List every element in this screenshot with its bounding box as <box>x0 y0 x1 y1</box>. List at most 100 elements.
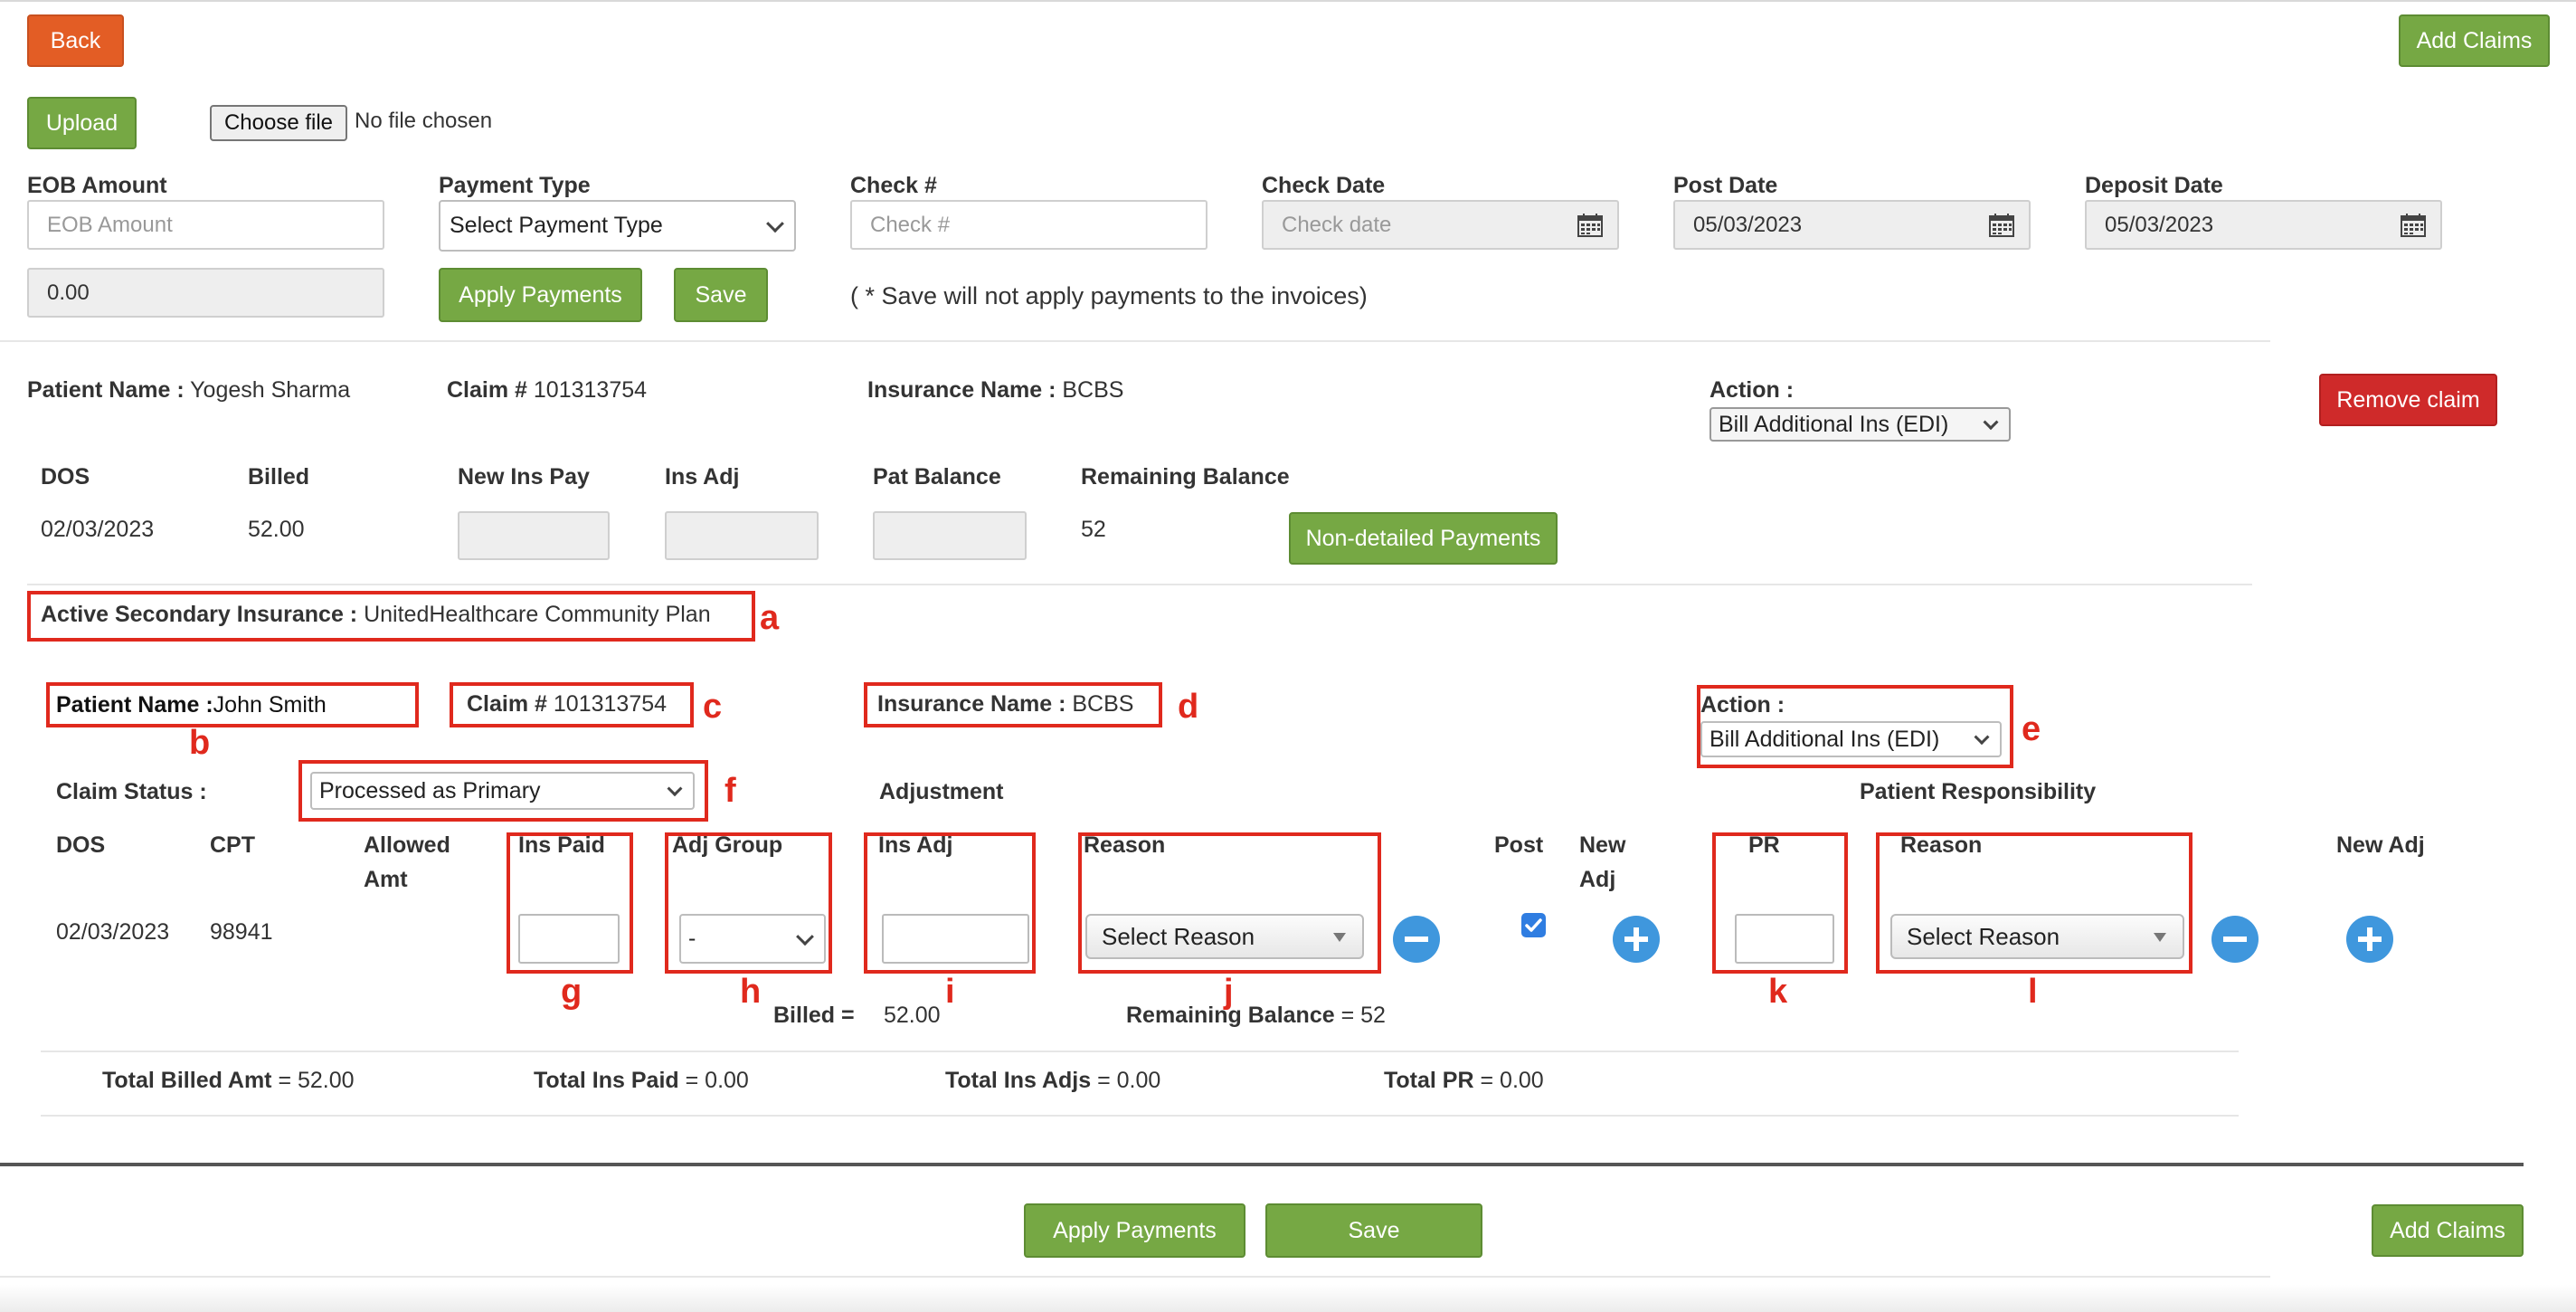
minus-icon <box>1405 936 1428 942</box>
claim1-row-dos: 02/03/2023 <box>41 517 155 542</box>
eob-amount-input[interactable]: EOB Amount <box>27 200 384 250</box>
annotation-box-j <box>1078 832 1381 974</box>
post-date-value: 05/03/2023 <box>1693 213 1803 237</box>
claim1-action-select[interactable]: Bill Additional Ins (EDI) <box>1709 407 2011 442</box>
secondary-action-label: Action : <box>1700 692 1785 718</box>
top-border <box>0 0 2576 2</box>
adj-group-select[interactable]: - <box>679 914 826 964</box>
chevron-down-icon <box>1974 729 1990 746</box>
ins-adj-input[interactable] <box>882 914 1029 964</box>
active-secondary-value: UnitedHealthcare Community Plan <box>364 602 711 627</box>
post-date-label: Post Date <box>1673 173 1778 198</box>
divider <box>27 584 2252 585</box>
check-date-placeholder: Check date <box>1282 213 1392 237</box>
secondary-patient-name: Patient Name :John Smith <box>56 692 327 718</box>
claim1-claim-number: Claim # 101313754 <box>447 377 647 404</box>
billed-label: Billed = <box>773 1003 855 1028</box>
remaining-balance-value: = 52 <box>1340 1003 1386 1028</box>
chevron-down-icon <box>667 781 683 797</box>
save-button-top[interactable]: Save <box>674 268 768 322</box>
annotation-box-a <box>27 591 755 642</box>
total-ins-adjs: Total Ins Adjs = 0.00 <box>945 1068 1160 1094</box>
claim-value: 101313754 <box>533 377 648 403</box>
annotation-label-c: c <box>703 688 723 726</box>
post-date-input[interactable]: 05/03/2023 <box>1673 200 2031 250</box>
annotation-label-i: i <box>945 973 955 1011</box>
upload-button[interactable]: Upload <box>27 97 137 149</box>
pr-reason-select[interactable]: Select Reason <box>1890 914 2184 959</box>
total-ins-adjs-label: Total Ins Adjs <box>945 1068 1092 1093</box>
save-button-bottom[interactable]: Save <box>1265 1203 1482 1258</box>
add-claims-button-bottom[interactable]: Add Claims <box>2372 1204 2524 1257</box>
remove-pr-adjustment-button[interactable] <box>2211 916 2259 963</box>
insurance-label: Insurance Name : <box>877 691 1066 717</box>
apply-payments-button-top[interactable]: Apply Payments <box>439 268 642 322</box>
reason-value: Select Reason <box>1102 923 1255 950</box>
calendar-icon[interactable] <box>1577 213 1603 237</box>
active-secondary-insurance: Active Secondary Insurance : UnitedHealt… <box>41 602 711 628</box>
calendar-icon[interactable] <box>2401 213 2426 237</box>
deposit-date-label: Deposit Date <box>2085 173 2223 198</box>
col-pat-balance: Pat Balance <box>873 464 1001 490</box>
pr-reason-value: Select Reason <box>1907 923 2060 950</box>
annotation-label-f: f <box>724 772 736 810</box>
col-adj-group: Adj Group <box>672 832 783 858</box>
col-allowed-amt-2: Amt <box>364 867 408 892</box>
col-reason: Reason <box>1084 832 1166 858</box>
caret-down-icon <box>1333 933 1346 942</box>
col-billed: Billed <box>248 464 310 490</box>
apply-payments-button-bottom[interactable]: Apply Payments <box>1024 1203 1245 1258</box>
col-allowed-amt-1: Allowed <box>364 832 450 858</box>
col-ins-adj: Ins Adj <box>878 832 953 858</box>
section-separator <box>0 1163 2524 1166</box>
col-pr: PR <box>1748 832 1780 858</box>
claim-label: Claim # <box>447 377 527 403</box>
payment-type-select[interactable]: Select Payment Type <box>439 200 796 252</box>
non-detailed-payments-button[interactable]: Non-detailed Payments <box>1289 512 1558 565</box>
patient-name-value: Yogesh Sharma <box>190 377 351 403</box>
add-adjustment-button[interactable] <box>1613 916 1660 963</box>
post-checkbox[interactable] <box>1521 913 1546 937</box>
col-reason-pr: Reason <box>1900 832 1983 858</box>
pr-input[interactable] <box>1735 914 1834 964</box>
calendar-icon[interactable] <box>1989 213 2014 237</box>
col-new-adj-right: New Adj <box>2336 832 2425 858</box>
annotation-label-h: h <box>740 973 762 1011</box>
ins-adj-input[interactable] <box>665 511 819 560</box>
back-button[interactable]: Back <box>27 14 124 67</box>
col-post: Post <box>1494 832 1544 858</box>
col-ins-paid: Ins Paid <box>518 832 605 858</box>
claim-value: 101313754 <box>553 691 668 717</box>
payment-type-label: Payment Type <box>439 173 591 198</box>
remaining-balance: Remaining Balance = 52 <box>1126 1003 1386 1029</box>
insurance-value: BCBS <box>1062 377 1124 403</box>
divider <box>41 1051 2239 1052</box>
col-new-ins-pay: New Ins Pay <box>458 464 590 490</box>
pat-balance-input[interactable] <box>873 511 1027 560</box>
adjustment-label: Adjustment <box>879 779 1004 804</box>
annotation-box-g <box>507 832 633 974</box>
insurance-label: Insurance Name : <box>867 377 1056 403</box>
divider <box>0 1276 2270 1278</box>
check-number-input[interactable]: Check # <box>850 200 1208 250</box>
add-pr-adjustment-button[interactable] <box>2346 916 2393 963</box>
new-ins-pay-input[interactable] <box>458 511 610 560</box>
check-date-input[interactable]: Check date <box>1262 200 1619 250</box>
deposit-date-input[interactable]: 05/03/2023 <box>2085 200 2442 250</box>
total-billed-value: = 52.00 <box>278 1068 355 1093</box>
claim-status-select[interactable]: Processed as Primary <box>310 772 695 810</box>
secondary-action-select[interactable]: Bill Additional Ins (EDI) <box>1700 721 2002 757</box>
annotation-label-a: a <box>760 599 780 637</box>
remove-adjustment-button[interactable] <box>1393 916 1440 963</box>
reason-select[interactable]: Select Reason <box>1085 914 1364 959</box>
col-remaining-balance: Remaining Balance <box>1081 464 1290 490</box>
remove-claim-button[interactable]: Remove claim <box>2319 374 2497 426</box>
minus-icon <box>2223 936 2247 942</box>
secondary-row-dos: 02/03/2023 <box>56 919 170 945</box>
billed-value: 52.00 <box>884 1003 941 1028</box>
add-claims-button-top[interactable]: Add Claims <box>2399 14 2550 67</box>
annotation-label-d: d <box>1178 688 1199 726</box>
chevron-down-icon <box>766 214 784 233</box>
ins-paid-input[interactable] <box>518 914 620 964</box>
choose-file-button[interactable]: Choose file <box>210 105 347 141</box>
